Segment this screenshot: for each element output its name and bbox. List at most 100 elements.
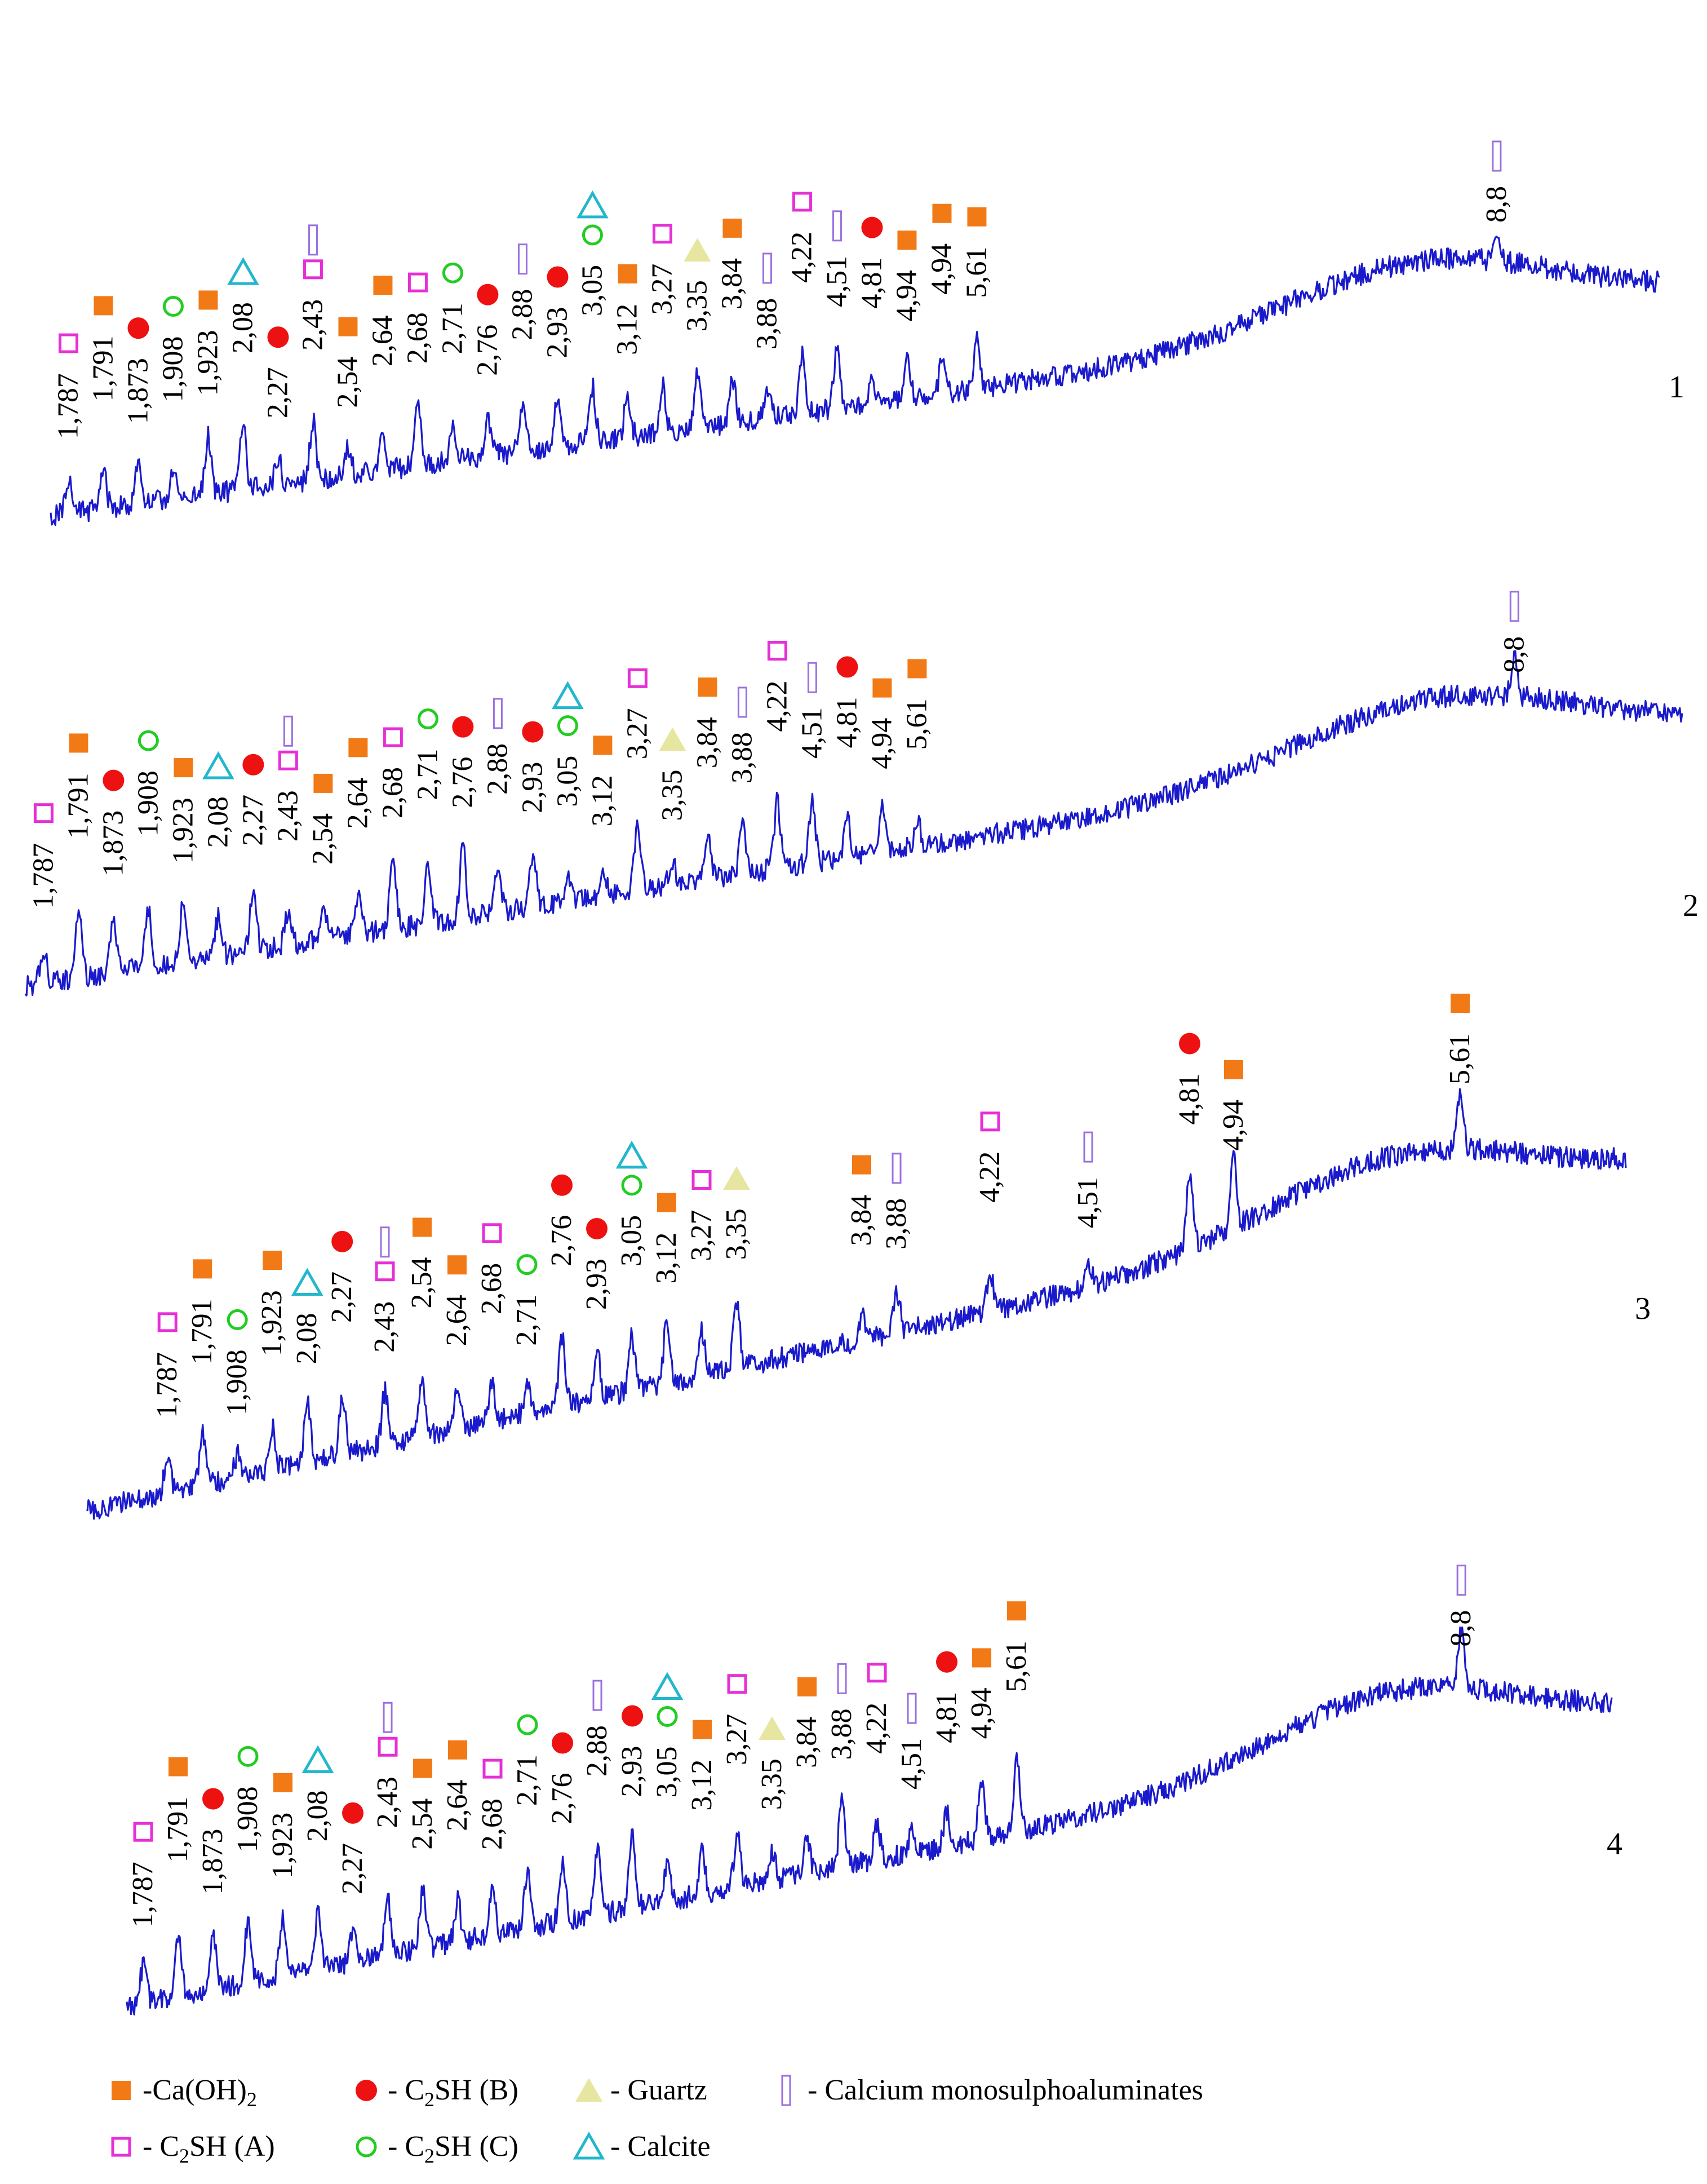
- peak-marker-calcite: [202, 751, 234, 779]
- peak-marker-c2sh-a: [482, 1758, 503, 1779]
- peak-marker-c2sh-a: [278, 750, 298, 770]
- legend-item-quartz: - Guartz: [575, 2074, 707, 2106]
- peak-marker-caoh2: [313, 773, 333, 793]
- peak-marker-cmsa: [383, 1702, 393, 1733]
- legend-marker-c2sh-a: [111, 2137, 131, 2157]
- peak-label: 1,791: [62, 773, 94, 839]
- peak-marker-caoh2: [198, 290, 218, 310]
- peak-marker-calcite: [302, 1745, 334, 1773]
- peak-marker-c2sh-c: [138, 730, 159, 751]
- peak-marker-caoh2: [448, 1740, 468, 1760]
- peak-label: 3,05: [551, 756, 583, 807]
- xrd-trace: [50, 236, 1660, 526]
- peak-marker-caoh2: [852, 1155, 871, 1175]
- peak-marker-calcite: [615, 1140, 648, 1169]
- peak-marker-caoh2: [413, 1758, 433, 1778]
- peak-label: 3,35: [720, 1208, 752, 1260]
- peak-marker-calcite: [577, 190, 609, 219]
- peak-marker-cmsa: [807, 662, 817, 693]
- peak-marker-caoh2: [373, 276, 393, 295]
- peak-label: 2,68: [376, 767, 409, 818]
- peak-label: 4,81: [930, 1692, 963, 1743]
- peak-label: 2,27: [261, 367, 294, 418]
- legend-item-cmsa: - Calcium monosulphoaluminates: [781, 2074, 1203, 2106]
- peak-label: 3,88: [751, 298, 783, 349]
- peak-label: 2,76: [546, 1215, 578, 1266]
- peak-marker-caoh2: [1007, 1601, 1027, 1621]
- peak-label: 2,08: [291, 1313, 323, 1365]
- peak-label: 2,43: [371, 1777, 404, 1828]
- peak-label: 1,908: [221, 1349, 253, 1415]
- peak-marker-cmsa: [837, 1663, 847, 1694]
- peak-marker-c2sh-c: [237, 1746, 259, 1767]
- peak-marker-calcite: [291, 1268, 323, 1296]
- peak-label: 1,873: [122, 358, 154, 424]
- peak-label: 1,791: [87, 335, 119, 401]
- peak-label: 4,22: [786, 232, 818, 283]
- peak-label: 4,94: [925, 243, 957, 295]
- peak-marker-cmsa: [762, 252, 772, 284]
- peak-label: 4,51: [1072, 1177, 1104, 1228]
- peak-label: 2,68: [401, 312, 433, 364]
- peak-label: 3,27: [621, 708, 653, 759]
- peak-label: 4,81: [855, 258, 888, 309]
- peak-label: 2,71: [411, 748, 444, 800]
- legend-item-caoh2: -Ca(OH)2: [112, 2074, 257, 2111]
- peak-marker-c2sh-c: [517, 1714, 538, 1735]
- peak-marker-c2sh-c: [557, 715, 578, 737]
- legend-label: - C2SH (B): [388, 2074, 518, 2111]
- peak-marker-c2sh-a: [378, 1736, 398, 1757]
- peak-label: 2,68: [476, 1798, 508, 1850]
- peak-marker-quartz: [659, 727, 686, 751]
- peak-marker-c2sh-a: [652, 224, 672, 244]
- peak-marker-c2sh-b: [586, 1217, 608, 1239]
- peak-marker-calcite: [552, 681, 584, 710]
- peak-marker-cmsa: [1083, 1131, 1093, 1163]
- peak-label: 1,923: [167, 798, 199, 863]
- peak-marker-c2sh-a: [691, 1170, 712, 1190]
- legend: -Ca(OH)2 - C2SH (B) - Guartz - Calcium mono…: [111, 2074, 1203, 2167]
- peak-marker-c2sh-b: [936, 1651, 958, 1673]
- peak-marker-cmsa: [832, 210, 842, 242]
- peak-label: 2,88: [581, 1725, 613, 1777]
- peak-label: 3,05: [651, 1747, 683, 1798]
- peak-label: 1,923: [192, 330, 224, 396]
- peak-marker-c2sh-b: [477, 283, 499, 305]
- peak-label: 5,61: [901, 698, 933, 750]
- peak-marker-cmsa: [737, 686, 747, 718]
- peak-marker-c2sh-a: [407, 272, 428, 293]
- peak-marker-caoh2: [722, 218, 742, 238]
- peak-label: 3,27: [685, 1210, 717, 1261]
- peak-marker-caoh2: [69, 733, 88, 753]
- peak-marker-c2sh-b: [342, 1802, 364, 1824]
- peak-marker-c2sh-c: [417, 708, 438, 729]
- peak-label: 1,923: [267, 1813, 299, 1879]
- peak-marker-cmsa: [493, 698, 503, 729]
- peak-label: 4,94: [1217, 1100, 1249, 1151]
- peak-label: 1,787: [151, 1352, 183, 1418]
- peak-marker-c2sh-a: [375, 1261, 395, 1282]
- peak-marker-c2sh-a: [792, 192, 812, 212]
- peak-label: 2,43: [296, 299, 329, 351]
- peak-marker-caoh2: [797, 1677, 817, 1696]
- peak-marker-c2sh-b: [103, 769, 125, 791]
- peak-marker-cmsa: [1509, 591, 1519, 622]
- peak-marker-c2sh-c: [657, 1706, 678, 1727]
- peak-label: 3,88: [826, 1708, 858, 1760]
- peak-marker-caoh2: [94, 296, 113, 316]
- panel-number: 3: [1635, 1291, 1651, 1326]
- peak-label: 4,22: [861, 1703, 893, 1754]
- peak-marker-c2sh-a: [383, 727, 403, 747]
- peak-marker-caoh2: [693, 1720, 712, 1739]
- peak-label: 2,71: [511, 1755, 543, 1806]
- peak-marker-caoh2: [907, 659, 927, 679]
- peak-marker-caoh2: [618, 264, 637, 283]
- peak-marker-cmsa: [283, 715, 293, 747]
- peak-marker-c2sh-c: [582, 224, 603, 246]
- peak-marker-c2sh-a: [627, 668, 648, 688]
- peak-marker-caoh2: [972, 1648, 992, 1668]
- peak-marker-c2sh-c: [621, 1175, 642, 1196]
- peak-marker-caoh2: [657, 1193, 676, 1212]
